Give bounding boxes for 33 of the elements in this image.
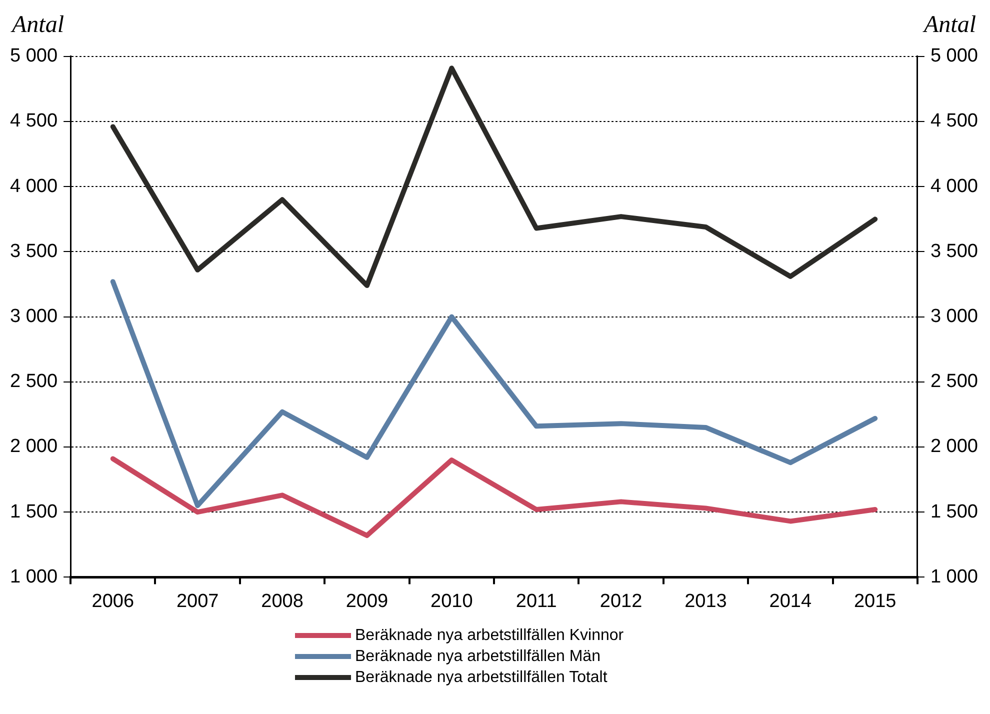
legend-label: Beräknade nya arbetstillfällen Män xyxy=(355,648,600,666)
x-tick-label: 2012 xyxy=(600,590,642,612)
y2-tick-label: 2 000 xyxy=(930,436,978,458)
x-tick-label: 2015 xyxy=(854,590,896,612)
y2-tick-label: 2 500 xyxy=(930,371,978,392)
x-tick-label: 2006 xyxy=(92,590,134,612)
y2-tick-label: 3 000 xyxy=(930,306,978,328)
y-tick-label: 2 500 xyxy=(10,371,58,392)
y2-tick-label: 4 000 xyxy=(930,176,978,197)
x-tick-label: 2010 xyxy=(430,590,473,612)
y-tick-label: 4 000 xyxy=(10,176,58,197)
y-tick-label: 4 500 xyxy=(10,110,58,132)
y2-tick-label: 5 000 xyxy=(930,46,978,67)
y2-tick-label: 1 000 xyxy=(930,566,978,588)
y-tick-label: 5 000 xyxy=(10,46,58,67)
y2-axis-title: Antal xyxy=(924,12,976,39)
x-tick-label: 2013 xyxy=(684,590,727,612)
x-tick-label: 2009 xyxy=(346,590,388,612)
x-tick-label: 2014 xyxy=(769,590,812,612)
y2-tick-label: 4 500 xyxy=(930,110,978,132)
x-tick-label: 2011 xyxy=(516,590,557,612)
y-tick-label: 1 500 xyxy=(10,501,58,522)
x-tick-label: 2008 xyxy=(261,590,304,612)
y-tick-label: 3 500 xyxy=(10,240,58,262)
y-tick-label: 1 000 xyxy=(10,566,58,588)
y-tick-label: 3 000 xyxy=(10,306,58,328)
x-tick-label: 2007 xyxy=(176,590,219,612)
legend-label: Beräknade nya arbetstillfällen Totalt xyxy=(355,668,608,686)
legend-label: Beräknade nya arbetstillfällen Kvinnor xyxy=(355,626,624,644)
y2-tick-label: 3 500 xyxy=(930,240,978,262)
y-tick-label: 2 000 xyxy=(10,436,58,458)
y2-tick-label: 1 500 xyxy=(930,501,978,522)
y-axis-title: Antal xyxy=(12,12,64,39)
